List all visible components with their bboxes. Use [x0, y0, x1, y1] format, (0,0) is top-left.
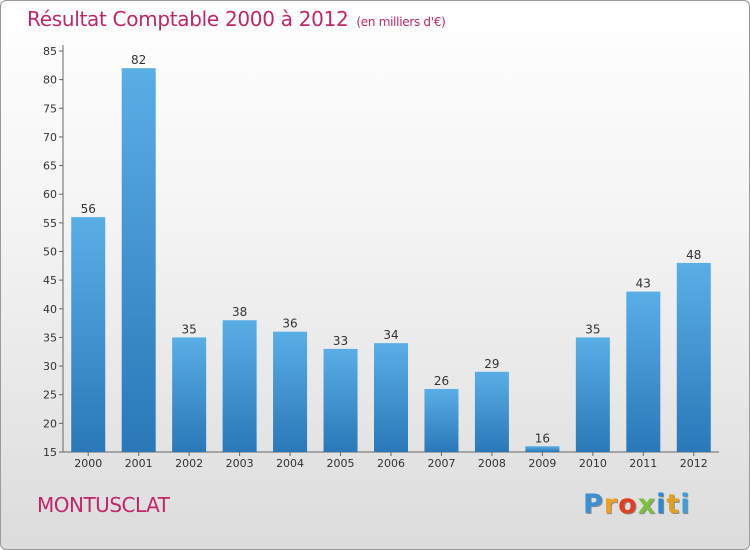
x-tick-label-2007: 2007	[427, 457, 455, 470]
data-label-2011: 43	[636, 277, 651, 291]
x-tick-label-2010: 2010	[579, 457, 607, 470]
data-label-2007: 26	[434, 374, 449, 388]
bar-2009	[525, 446, 560, 452]
bar-2000	[71, 217, 106, 452]
x-tick-label-2012: 2012	[680, 457, 708, 470]
logo-letter: x	[637, 489, 657, 520]
x-tick-label-2003: 2003	[226, 457, 254, 470]
y-tick-label: 60	[43, 188, 57, 201]
data-label-2008: 29	[484, 357, 499, 371]
bar-2011	[626, 291, 661, 452]
y-tick-label: 55	[43, 217, 57, 230]
data-label-2009: 16	[535, 431, 550, 445]
data-label-2002: 35	[182, 322, 197, 336]
data-label-2005: 33	[333, 334, 348, 348]
y-tick-label: 45	[43, 274, 57, 287]
x-tick-label-2008: 2008	[478, 457, 506, 470]
bar-2008	[474, 371, 509, 452]
bar-2002	[172, 337, 207, 452]
x-tick-label-2011: 2011	[629, 457, 657, 470]
y-tick-label: 30	[43, 360, 57, 373]
x-tick-label-2005: 2005	[327, 457, 355, 470]
bar-2012	[676, 262, 711, 452]
x-tick-label-2006: 2006	[377, 457, 405, 470]
y-tick-label: 85	[43, 45, 57, 58]
logo-letter: i	[656, 489, 667, 520]
x-tick-label-2004: 2004	[276, 457, 304, 470]
x-tick-label-2009: 2009	[528, 457, 556, 470]
bar-2001	[121, 68, 156, 452]
proxiti-logo: Proxiti	[583, 489, 691, 520]
bar-2007	[424, 388, 459, 452]
commune-name: MONTUSCLAT	[37, 493, 170, 517]
y-tick-label: 40	[43, 303, 57, 316]
logo-letter: P	[583, 489, 604, 520]
chart-title: Résultat Comptable 2000 à 2012 (en millie…	[27, 7, 446, 31]
data-label-2004: 36	[282, 317, 297, 331]
bar-2006	[374, 343, 408, 452]
bar-2004	[273, 331, 308, 452]
y-tick-label: 35	[43, 331, 57, 344]
data-label-2003: 38	[232, 305, 247, 319]
logo-letter: r	[603, 489, 619, 520]
y-tick-label: 75	[43, 102, 57, 115]
data-label-2010: 35	[585, 322, 600, 336]
y-tick-label: 70	[43, 131, 57, 144]
data-label-2006: 34	[383, 328, 398, 342]
logo-letter: t	[666, 489, 681, 520]
y-tick-label: 80	[43, 74, 57, 87]
y-tick-label: 25	[43, 389, 57, 402]
bar-2003	[222, 320, 257, 452]
bar-2005	[323, 348, 358, 452]
x-tick-label-2001: 2001	[125, 457, 153, 470]
data-label-2012: 48	[686, 248, 701, 262]
x-tick-label-2002: 2002	[175, 457, 203, 470]
x-tick-label-2000: 2000	[74, 457, 102, 470]
chart-subtitle: (en milliers d'€)	[356, 15, 446, 29]
y-tick-label: 50	[43, 246, 57, 259]
bar-2010	[575, 337, 610, 452]
data-label-2000: 56	[81, 202, 96, 216]
logo-letter: o	[618, 489, 638, 520]
y-tick-label: 65	[43, 160, 57, 173]
y-tick-label: 20	[43, 417, 57, 430]
logo-letter: i	[680, 489, 691, 520]
y-tick-label: 15	[43, 446, 57, 459]
data-label-2001: 82	[131, 53, 146, 67]
